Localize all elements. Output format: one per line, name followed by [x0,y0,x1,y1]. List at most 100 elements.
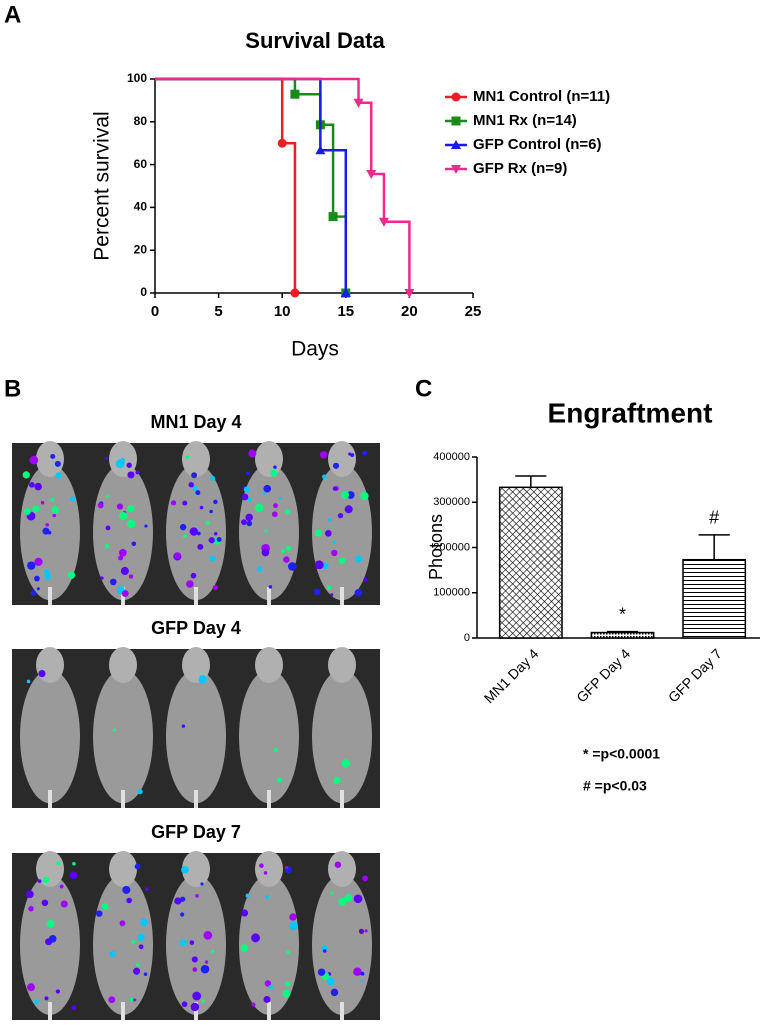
signal [261,548,270,557]
x-tick-label: GFP Day 4 [573,645,633,705]
signal [270,469,278,477]
signal [28,481,35,488]
mouse-head [328,647,356,683]
signal [288,562,297,571]
chart-title: Engraftment [548,397,713,428]
signal [338,897,347,906]
image-title: GFP Day 4 [151,618,241,638]
mouse-head [255,851,283,887]
signal [256,566,263,572]
signal [360,971,365,976]
mouse [239,874,299,1015]
y-tick-label: 0 [140,285,147,299]
signal [109,578,117,586]
signal [137,788,143,795]
legend-label: MN1 Rx (n=14) [473,112,577,129]
signal [262,491,266,495]
signal [108,996,116,1004]
signal [115,459,125,469]
x-tick-label: 10 [274,303,291,320]
signal [116,503,124,510]
signal [213,499,218,505]
signal [143,972,148,976]
signal [201,999,205,1003]
signal [119,920,126,927]
signal [210,949,215,953]
mouse [239,464,299,601]
signal [50,453,56,459]
signal [251,1002,256,1007]
signal [264,894,270,899]
signal [264,529,268,533]
mouse-head [328,441,356,477]
signal [23,507,31,516]
signal [38,670,46,678]
signal [354,589,363,597]
signal [179,939,187,947]
x-tick-label: 5 [214,303,222,320]
signal [263,484,272,493]
signal [344,505,353,514]
signal [48,934,57,943]
signal [41,899,49,907]
error-bar [698,534,730,560]
signal [136,933,145,942]
tail [121,790,125,808]
annotation: # [709,508,719,528]
image-title: GFP Day 7 [151,822,241,842]
signal [353,967,362,976]
signal [129,997,134,1002]
signal [268,984,274,990]
survival-line [155,77,348,293]
signal [189,527,199,536]
image-panel: MN1 Day 4 GFP Day 4 GFP Day 7 [12,412,380,1020]
signal [27,561,36,570]
signal [205,520,210,526]
signal [179,523,187,531]
signal [186,580,194,588]
image-title: MN1 Day 4 [150,412,241,432]
signal [271,511,278,518]
signal [44,569,50,575]
signal [131,940,136,944]
signal [282,989,291,998]
y-axis-label: Photons [426,514,446,580]
signal [104,456,109,461]
signal [245,893,250,898]
signal [332,486,338,491]
signal [42,527,50,535]
signal [241,493,249,501]
signal [185,455,190,459]
signal [360,491,369,501]
signal [241,519,247,526]
signal [197,543,204,550]
legend-label: MN1 Control (n=11) [473,88,610,105]
signal [133,967,141,975]
signal [289,913,297,921]
signal [109,950,116,958]
legend-label: GFP Rx (n=9) [473,160,567,177]
signal [180,912,185,917]
marker [328,212,338,222]
signal [245,513,253,522]
signal [30,590,37,596]
signal [208,537,215,544]
x-tick-label: GFP Day 7 [665,645,725,705]
signal [134,863,141,870]
signal [216,537,222,543]
signal [319,451,328,459]
signal [190,1002,200,1012]
signal [36,587,40,591]
signal [285,545,292,551]
marker [290,288,300,298]
signal [277,777,283,783]
mouse [312,669,372,804]
error-bar [515,475,547,488]
signal [263,871,268,875]
marker [451,165,461,174]
signal [339,557,346,564]
tail [267,1002,271,1020]
bar [682,558,747,639]
signal [55,989,61,994]
